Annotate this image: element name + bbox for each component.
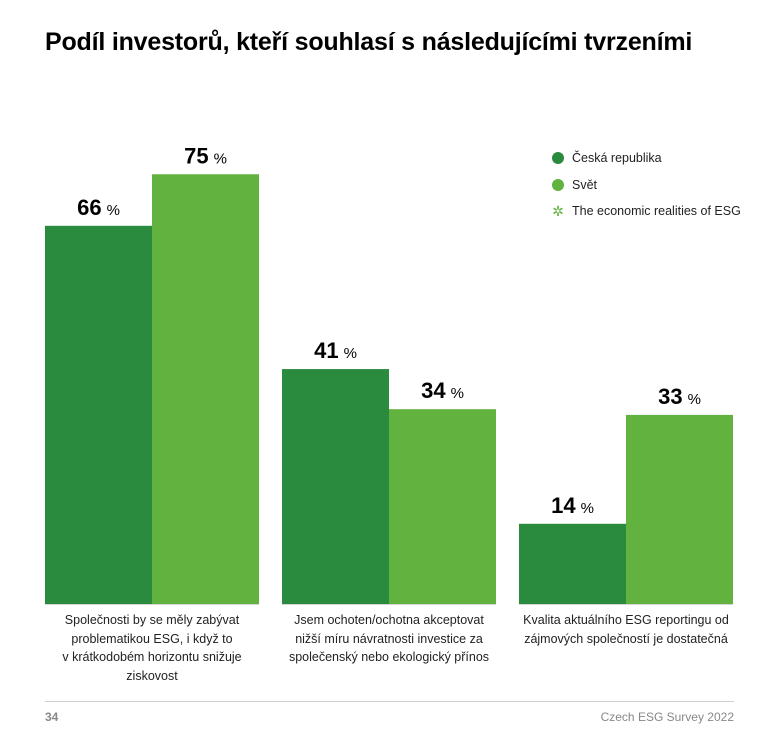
- legend-label-svet: Svět: [572, 177, 598, 192]
- data-label-cr-3: 14%: [551, 493, 594, 518]
- data-label-cr-2: 41%: [314, 338, 357, 363]
- bar-cr-3: [519, 523, 626, 604]
- data-label-svet-3: 33%: [658, 384, 701, 409]
- bar-svet-1: [152, 174, 259, 604]
- data-label-svet-1: 75%: [184, 143, 227, 168]
- legend: Česká republika Svět ✲ The economic real…: [552, 145, 741, 225]
- legend-item-cr: Česká republika: [552, 145, 741, 172]
- category-label-1: Společnosti by se měly zabývat problemati…: [45, 611, 260, 685]
- category-label-1-line-3: v krátkodobém horizontu snižuje: [62, 650, 242, 664]
- category-label-2-line-1: Jsem ochoten/ochotna akceptovat: [294, 613, 484, 627]
- legend-item-svet: Svět: [552, 172, 741, 199]
- bar-svet-2: [389, 409, 496, 604]
- category-label-3: Kvalita aktuálního ESG reportingu od zájm…: [519, 611, 734, 648]
- category-label-2-line-2: nižší míru návratnosti investice za: [295, 631, 483, 646]
- category-label-3-line-1: Kvalita aktuálního ESG reportingu od: [523, 613, 729, 627]
- category-label-2-line-3: společenský nebo ekologický přínos: [288, 650, 490, 664]
- data-label-cr-1: 66%: [77, 195, 120, 220]
- bar-cr-1: [45, 225, 152, 604]
- bar-svet-3: [626, 414, 733, 604]
- category-label-1-line-1: Společnosti by se měly zabývat: [64, 613, 240, 627]
- legend-swatch-svet: [552, 178, 564, 191]
- legend-item-economic-realities: ✲ The economic realities of ESG: [552, 198, 741, 225]
- star-icon: ✲: [552, 203, 564, 220]
- legend-label-economic-realities: The economic realities of ESG: [572, 204, 741, 219]
- footer-divider: [45, 701, 734, 702]
- chart-title: Podíl investorů, kteří souhlasí s násled…: [45, 28, 693, 56]
- legend-label-cr: Česká republika: [572, 151, 662, 166]
- category-label-2: Jsem ochoten/ochotna akceptovat nižší mír…: [282, 611, 497, 667]
- legend-swatch-cr: [552, 152, 564, 165]
- bar-cr-2: [282, 369, 389, 604]
- publication-name: Czech ESG Survey 2022: [600, 710, 734, 724]
- category-label-1-line-2: problematikou ESG, i když to: [71, 631, 233, 646]
- data-label-svet-2: 34%: [421, 378, 464, 403]
- category-label-1-line-4: ziskovost: [126, 668, 178, 683]
- category-label-3-line-2: zájmových společností je dostatečná: [524, 631, 728, 646]
- page-number: 34: [45, 710, 59, 724]
